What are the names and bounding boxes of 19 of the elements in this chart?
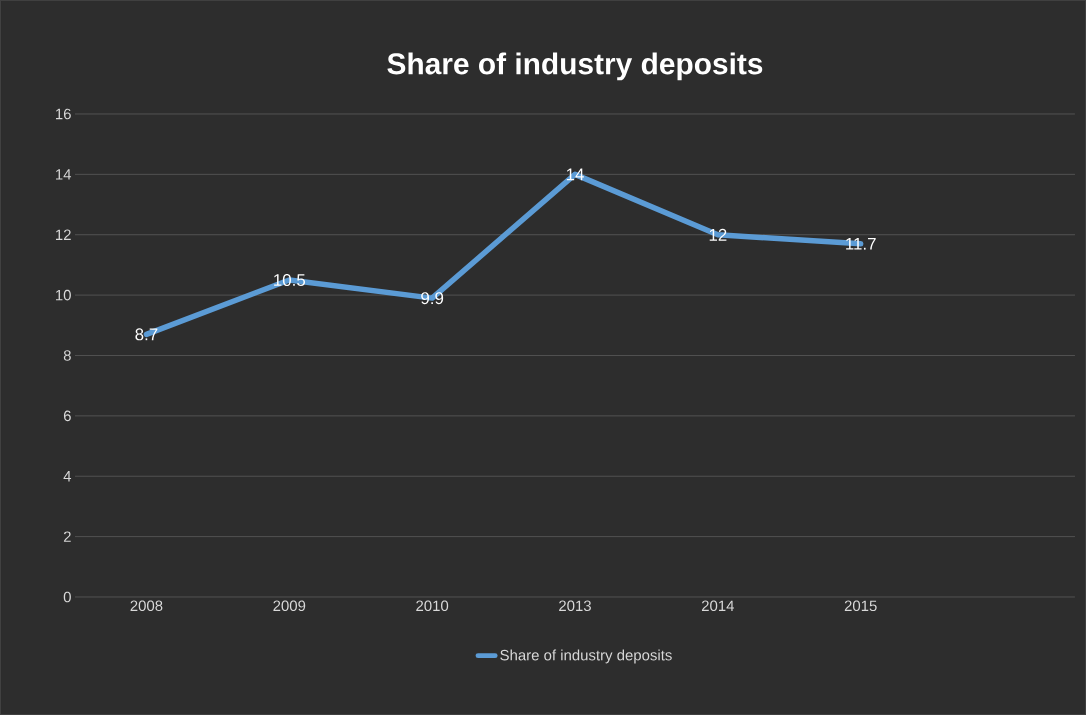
y-tick-label: 4: [63, 471, 72, 482]
data-label: 11.7: [846, 237, 876, 250]
x-tick-label: 2014: [701, 600, 735, 612]
y-tick-label: 6: [63, 410, 71, 422]
x-tick-label: 2015: [844, 600, 877, 612]
y-tick-label: 12: [56, 229, 71, 240]
y-tick-label: 0: [63, 591, 71, 603]
chart-title: Share of industry deposits: [387, 52, 763, 81]
x-tick-label: 2008: [130, 600, 163, 612]
y-tick-label: 8: [63, 350, 71, 361]
x-tick-label: 2013: [559, 600, 591, 612]
y-tick-label: 2: [63, 531, 71, 542]
data-label: 12: [709, 228, 727, 241]
legend-label: Share of industry deposits: [500, 649, 672, 664]
x-tick-label: 2009: [273, 600, 306, 612]
y-tick-label: 10: [56, 289, 71, 301]
y-tick-label: 16: [56, 108, 71, 120]
y-tick-label: 14: [56, 169, 72, 180]
x-tick-label: 2010: [416, 600, 449, 612]
